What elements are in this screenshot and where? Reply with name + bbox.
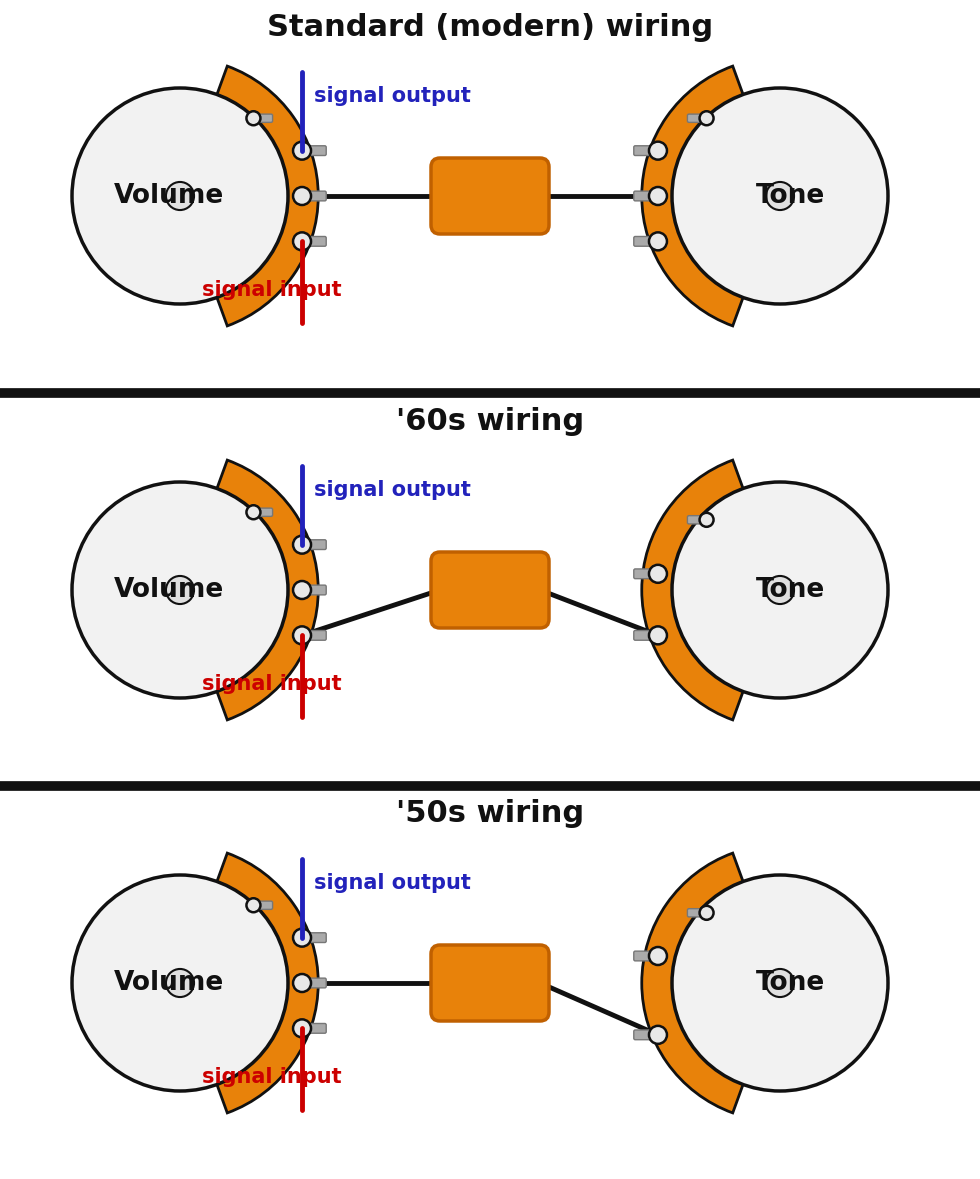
Circle shape: [649, 187, 667, 205]
Circle shape: [246, 111, 261, 125]
Circle shape: [700, 111, 713, 125]
Text: Standard (modern) wiring: Standard (modern) wiring: [267, 13, 713, 41]
FancyBboxPatch shape: [634, 237, 662, 246]
FancyBboxPatch shape: [634, 631, 662, 640]
Circle shape: [649, 1026, 667, 1043]
FancyBboxPatch shape: [687, 909, 710, 917]
FancyBboxPatch shape: [250, 114, 272, 123]
FancyBboxPatch shape: [298, 191, 326, 200]
Text: Volume: Volume: [114, 577, 224, 602]
FancyBboxPatch shape: [634, 146, 662, 156]
Circle shape: [700, 513, 713, 527]
Text: signal input: signal input: [202, 1067, 342, 1087]
Circle shape: [766, 577, 794, 604]
Circle shape: [166, 182, 194, 210]
Circle shape: [72, 875, 288, 1091]
Wedge shape: [642, 460, 747, 720]
Circle shape: [293, 974, 311, 992]
Text: Tone: Tone: [757, 577, 825, 602]
FancyBboxPatch shape: [634, 191, 662, 200]
Text: Tone: Tone: [757, 183, 825, 209]
FancyBboxPatch shape: [687, 114, 710, 123]
Text: signal output: signal output: [314, 874, 471, 894]
FancyBboxPatch shape: [298, 585, 326, 595]
Text: Volume: Volume: [114, 970, 224, 996]
Circle shape: [293, 535, 311, 554]
Circle shape: [672, 88, 888, 304]
Text: signal output: signal output: [314, 480, 471, 500]
Circle shape: [649, 947, 667, 964]
Circle shape: [293, 141, 311, 159]
Circle shape: [672, 482, 888, 698]
Wedge shape: [214, 854, 318, 1113]
Text: signal output: signal output: [314, 86, 471, 106]
FancyBboxPatch shape: [250, 508, 272, 516]
FancyBboxPatch shape: [298, 237, 326, 246]
Wedge shape: [642, 854, 747, 1113]
Text: Tone: Tone: [757, 970, 825, 996]
FancyBboxPatch shape: [298, 933, 326, 942]
Circle shape: [293, 626, 311, 645]
Circle shape: [246, 898, 261, 913]
Circle shape: [766, 969, 794, 997]
Circle shape: [293, 232, 311, 250]
Circle shape: [72, 482, 288, 698]
FancyBboxPatch shape: [298, 631, 326, 640]
Circle shape: [293, 187, 311, 205]
FancyBboxPatch shape: [634, 1030, 662, 1040]
FancyBboxPatch shape: [634, 951, 662, 961]
FancyBboxPatch shape: [298, 979, 326, 988]
Text: signal input: signal input: [202, 674, 342, 694]
FancyBboxPatch shape: [431, 158, 549, 233]
Circle shape: [649, 232, 667, 250]
Circle shape: [700, 905, 713, 920]
Wedge shape: [214, 66, 318, 325]
Text: '50s wiring: '50s wiring: [396, 799, 584, 829]
Circle shape: [293, 1020, 311, 1038]
Circle shape: [649, 626, 667, 645]
Circle shape: [766, 182, 794, 210]
FancyBboxPatch shape: [298, 540, 326, 549]
Text: '60s wiring: '60s wiring: [396, 407, 584, 435]
Circle shape: [72, 88, 288, 304]
FancyBboxPatch shape: [687, 515, 710, 523]
Circle shape: [293, 929, 311, 947]
Circle shape: [246, 506, 261, 519]
FancyBboxPatch shape: [298, 146, 326, 156]
Circle shape: [672, 875, 888, 1091]
Wedge shape: [214, 460, 318, 720]
Circle shape: [166, 577, 194, 604]
FancyBboxPatch shape: [298, 1023, 326, 1033]
Circle shape: [649, 565, 667, 582]
Circle shape: [649, 141, 667, 159]
FancyBboxPatch shape: [431, 946, 549, 1021]
Circle shape: [166, 969, 194, 997]
Text: Volume: Volume: [114, 183, 224, 209]
Wedge shape: [642, 66, 747, 325]
FancyBboxPatch shape: [250, 901, 272, 909]
Text: signal input: signal input: [202, 281, 342, 301]
FancyBboxPatch shape: [634, 569, 662, 579]
Circle shape: [293, 581, 311, 599]
FancyBboxPatch shape: [431, 552, 549, 628]
